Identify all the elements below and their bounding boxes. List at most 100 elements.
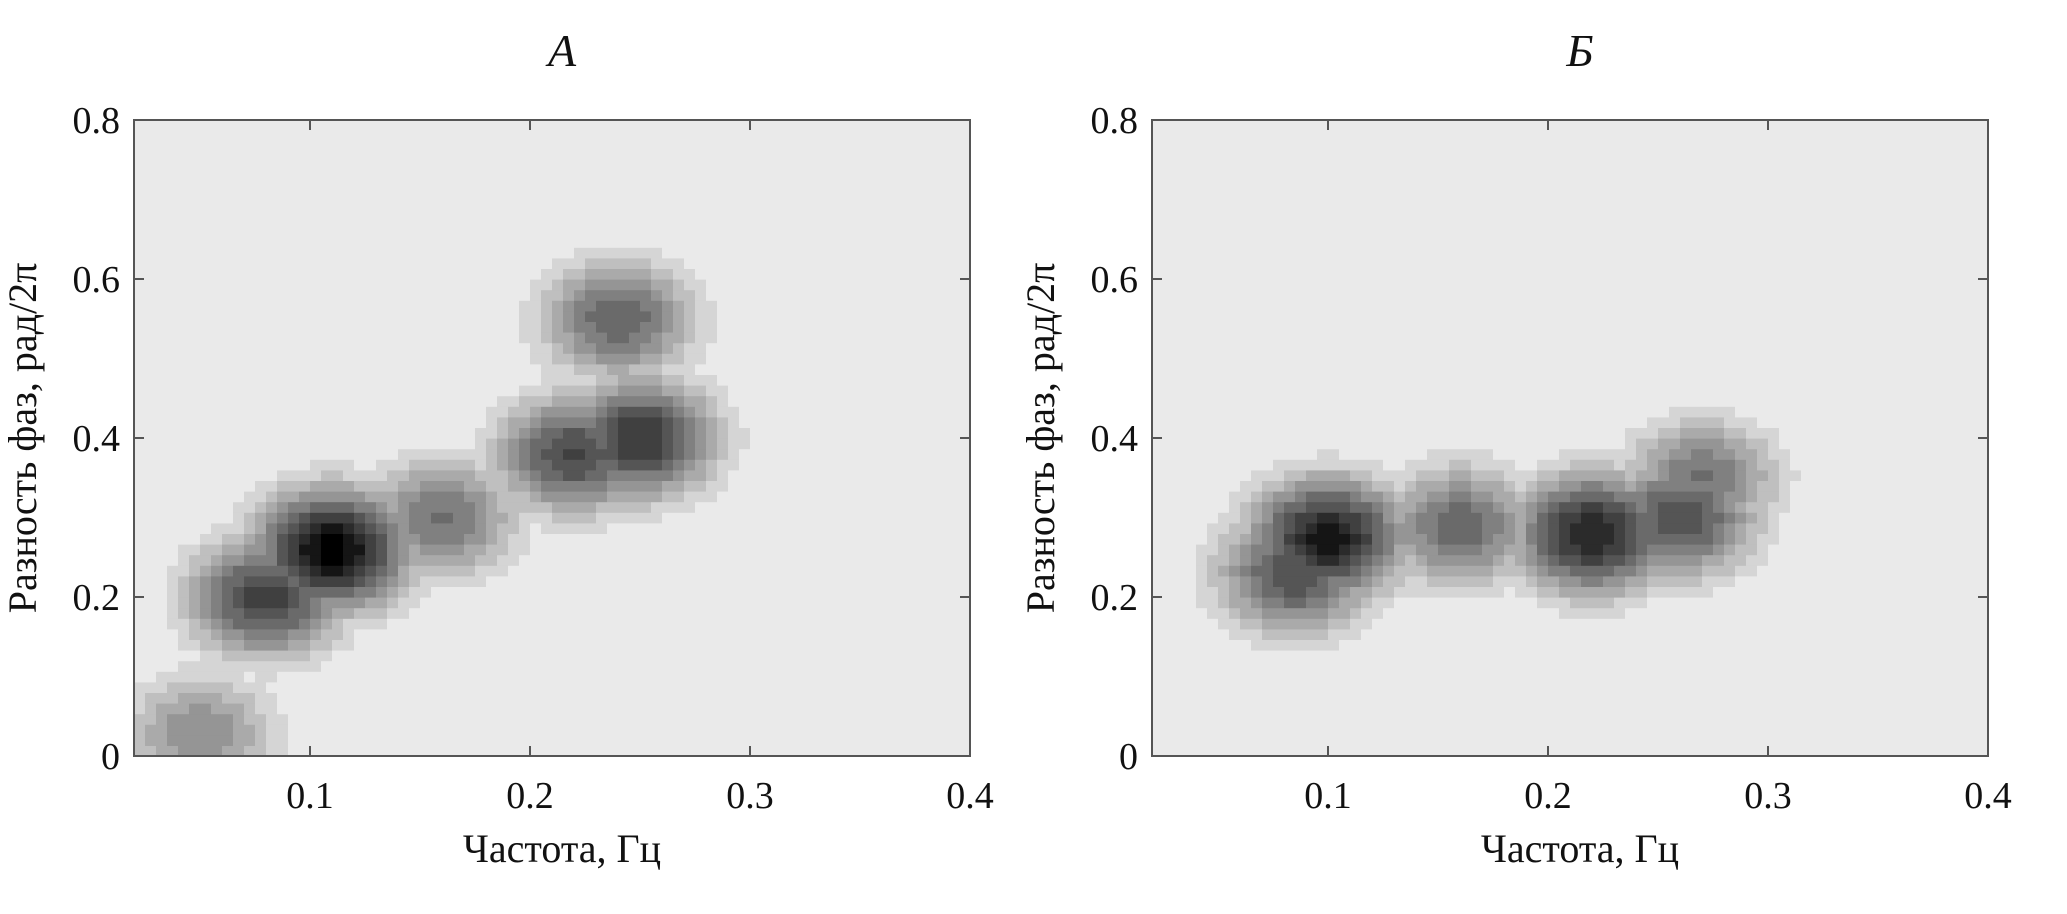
density-cell [233,713,245,725]
density-cell [629,448,641,460]
density-cell [838,183,850,195]
density-cell [805,268,817,280]
density-cell [662,575,674,587]
density-cell [288,310,300,322]
density-cell [882,713,894,725]
density-cell [860,151,872,163]
density-cell [475,120,487,132]
density-cell [1218,681,1230,693]
density-cell [486,438,498,450]
density-cell [343,459,355,471]
density-cell [167,724,179,736]
density-cell [1174,469,1186,481]
density-cell [552,268,564,280]
density-cell [145,141,157,153]
density-cell [1185,151,1197,163]
density-cell [244,268,256,280]
density-cell [761,353,773,365]
density-cell [651,342,663,354]
density-cell [948,554,960,566]
density-cell [530,522,542,534]
density-cell [871,554,883,566]
density-cell [860,448,872,460]
density-cell [233,353,245,365]
density-cell [695,713,707,725]
density-cell [948,533,960,545]
density-cell [475,353,487,365]
density-cell [706,533,718,545]
density-cell [1174,406,1186,418]
density-cell [222,480,234,492]
density-cell [728,151,740,163]
density-cell [200,257,212,269]
density-cell [332,374,344,386]
density-cell [651,745,663,757]
density-cell [695,533,707,545]
density-cell [552,554,564,566]
density-cell [1163,639,1175,651]
density-cell [706,141,718,153]
density-cell [365,321,377,333]
density-cell [244,533,256,545]
density-cell [332,247,344,259]
density-cell [585,247,597,259]
density-cell [552,438,564,450]
density-cell [541,141,553,153]
density-cell [1207,745,1219,757]
density-cell [1196,236,1208,248]
density-cell [574,734,586,746]
density-cell [244,639,256,651]
density-cell [519,374,531,386]
density-cell [959,289,971,301]
density-cell [365,215,377,227]
density-cell [354,491,366,503]
density-cell [134,310,146,322]
density-cell [178,363,190,375]
density-cell [772,374,784,386]
density-cell [783,162,795,174]
density-cell [178,416,190,428]
density-cell [189,448,201,460]
density-cell [332,141,344,153]
density-cell [893,416,905,428]
density-cell [728,374,740,386]
density-cell [937,597,949,609]
density-cell [607,279,619,291]
density-cell [684,660,696,672]
density-cell [948,512,960,524]
density-cell [629,141,641,153]
density-cell [167,279,179,291]
density-cell [871,692,883,704]
density-cell [475,363,487,375]
density-cell [772,660,784,672]
density-cell [233,692,245,704]
density-cell [409,247,421,259]
density-cell [398,321,410,333]
density-cell [607,734,619,746]
density-cell [486,681,498,693]
density-cell [497,406,509,418]
density-cell [497,247,509,259]
density-cell [750,194,762,206]
density-cell [618,342,630,354]
density-cell [189,491,201,503]
density-cell [959,310,971,322]
density-cell [772,406,784,418]
density-cell [519,120,531,132]
density-cell [706,501,718,513]
density-cell [431,130,443,142]
density-cell [662,650,674,662]
density-cell [695,554,707,566]
density-cell [156,162,168,174]
density-cell [1152,120,1164,132]
density-cell [1174,151,1186,163]
density-cell [585,724,597,736]
density-cell [1174,374,1186,386]
density-cell [739,151,751,163]
density-cell [662,310,674,322]
density-cell [937,459,949,471]
density-cell [420,618,432,630]
density-cell [772,565,784,577]
density-cell [574,554,586,566]
density-cell [134,120,146,132]
